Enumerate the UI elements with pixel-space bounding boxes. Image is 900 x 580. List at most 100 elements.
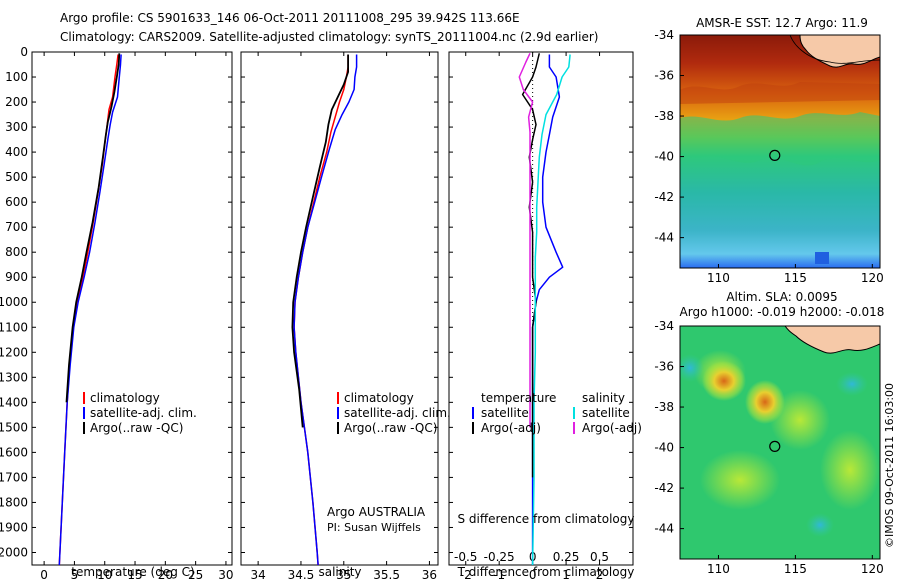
x-tick-label: 36 (422, 568, 437, 580)
sst-map-title: AMSR-E SST: 12.7 Argo: 11.9 (696, 16, 868, 30)
plot-frame (240, 51, 439, 566)
sst-map: AMSR-E SST: 12.7 Argo: 11.9 110 115 120 -34… (654, 16, 883, 285)
x-tick-label: 0 (529, 568, 537, 580)
sla-low-eddy (836, 372, 868, 396)
y-tick-label: 1500 (0, 420, 28, 434)
temperature-xlabel: temperature (deg C) (71, 565, 194, 579)
map-y-tick-label: -36 (654, 360, 674, 374)
title-line2: Climatology: CARS2009. Satellite-adjuste… (60, 30, 598, 44)
legend-label-argo: Argo(..raw -QC) (90, 421, 183, 435)
plot-frame (448, 51, 634, 566)
series-line (58, 54, 122, 565)
y-tick-label: 0 (20, 45, 28, 59)
map-y-tick-label: -42 (654, 481, 674, 495)
coastline-contour (789, 35, 880, 64)
series-line (65, 53, 121, 403)
map-y-tick-label: -40 (654, 441, 674, 455)
argo-position-marker (769, 440, 781, 452)
profile-lines (291, 54, 358, 565)
map-y-tick-label: -40 (654, 150, 674, 164)
map-y-tick-label: -34 (654, 28, 674, 42)
y-tick-label: 500 (5, 170, 28, 184)
x-tick-label: 35 (336, 568, 351, 580)
s-tick-label: -0.25 (484, 550, 515, 564)
map-y-tick-label: -44 (654, 522, 674, 536)
s-difference-label: S difference from climatology (458, 512, 635, 526)
x-tick-label: 2 (596, 568, 604, 580)
plot-frame (31, 51, 233, 566)
land-coastline (799, 35, 880, 68)
series-line (293, 54, 358, 565)
argo-position-marker (769, 149, 781, 161)
y-tick-label: 900 (5, 270, 28, 284)
y-tick-label: 400 (5, 145, 28, 159)
x-tick-label: 35.5 (373, 568, 400, 580)
x-tick-label: -1 (493, 568, 505, 580)
t-difference-xlabel: T difference from climatology (457, 565, 635, 579)
y-tick-label: 1100 (0, 320, 28, 334)
legend-label-sal-argo: Argo(-adj) (582, 421, 642, 435)
y-tick-label: 2000 (0, 545, 28, 559)
s-tick-label: -0.5 (454, 550, 477, 564)
x-tick-label: 15 (127, 568, 142, 580)
y-tick-label: 100 (5, 70, 28, 84)
y-tick-label: 1000 (0, 295, 28, 309)
map-y-tick-label: -38 (654, 400, 674, 414)
sla-low-eddy (806, 513, 834, 537)
y-tick-label: 1700 (0, 470, 28, 484)
salinity-legend: climatology satellite-adj. clim. Argo(..… (337, 391, 451, 435)
sla-high-eddy (745, 380, 785, 424)
sst-map-axes: 110 115 120 -34 -36 -38 -40 -42 -44 (654, 28, 883, 285)
profile-lines (518, 52, 571, 565)
x-tick-label: 25 (188, 568, 203, 580)
sla-map: Altim. SLA: 0.0095 Argo h1000: -0.019 h2… (654, 290, 884, 576)
map-frame (679, 34, 881, 269)
series-line (291, 54, 350, 428)
legend-title-salinity: salinity (582, 391, 625, 405)
map-y-tick-label: -36 (654, 69, 674, 83)
y-tick-label: 300 (5, 120, 28, 134)
map-frame (679, 325, 881, 560)
profile-lines (58, 53, 122, 565)
series-line (531, 54, 571, 565)
sla-light-patch (770, 390, 830, 450)
s-tick-label: 0.5 (590, 550, 609, 564)
x-tick-label: -2 (460, 568, 472, 580)
legend-label-satellite: satellite-adj. clim. (344, 406, 451, 420)
map-x-tick-label: 110 (707, 562, 730, 576)
legend-label-sal-satellite: satellite (582, 406, 630, 420)
y-tick-label: 700 (5, 220, 28, 234)
temperature-legend: climatology satellite-adj. clim. Argo(..… (83, 391, 197, 435)
map-x-tick-label: 120 (861, 271, 884, 285)
argo-program-annotation: Argo AUSTRALIA (327, 505, 426, 519)
x-tick-label: 30 (218, 568, 233, 580)
y-tick-label: 1800 (0, 495, 28, 509)
legend-label-temp-satellite: satellite (481, 406, 529, 420)
x-tick-label: 20 (158, 568, 173, 580)
temperature-profile-panel: 0 5 10 15 20 25 300100200300400500600700800900… (0, 45, 234, 580)
title-line1: Argo profile: CS 5901633_146 06-Oct-2011… (60, 11, 520, 25)
y-tick-label: 800 (5, 245, 28, 259)
x-tick-label: 34 (250, 568, 265, 580)
map-x-tick-label: 115 (784, 562, 807, 576)
y-tick-label: 1400 (0, 395, 28, 409)
sla-light-patch (700, 450, 780, 510)
map-y-tick-label: -42 (654, 190, 674, 204)
map-x-tick-label: 120 (861, 562, 884, 576)
legend-label-argo: Argo(..raw -QC) (344, 421, 437, 435)
map-y-tick-label: -34 (654, 319, 674, 333)
sst-cold-spot (815, 252, 829, 264)
sla-high-eddy (702, 361, 746, 401)
y-tick-label: 1900 (0, 520, 28, 534)
legend-label-satellite: satellite-adj. clim. (90, 406, 197, 420)
y-tick-label: 600 (5, 195, 28, 209)
sla-map-title: Altim. SLA: 0.0095 (726, 290, 837, 304)
x-tick-label: 10 (97, 568, 112, 580)
imos-credit: ©IMOS 09-Oct-2011 16:03:00 (883, 383, 896, 548)
sla-light-patch (820, 430, 880, 510)
map-y-tick-label: -44 (654, 231, 674, 245)
legend-label-climatology: climatology (90, 391, 160, 405)
sst-front (680, 112, 880, 166)
map-x-tick-label: 110 (707, 271, 730, 285)
